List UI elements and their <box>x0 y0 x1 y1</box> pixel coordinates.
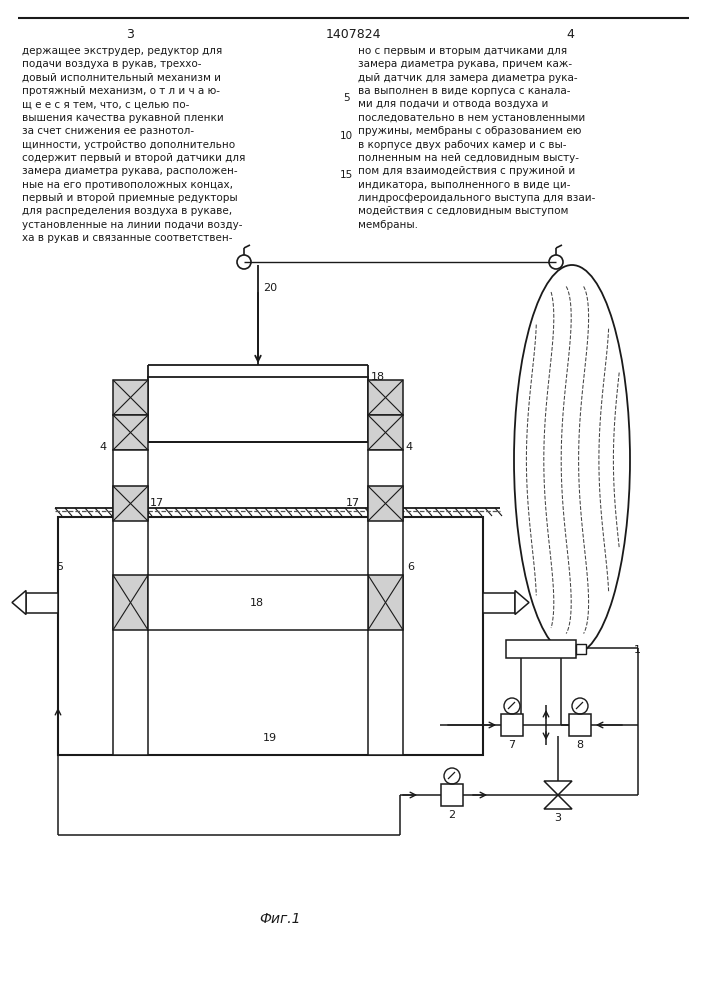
Bar <box>368 415 403 450</box>
Bar <box>506 640 576 658</box>
Text: 4: 4 <box>99 442 106 452</box>
Bar <box>26 592 58 612</box>
Text: 18: 18 <box>250 597 264 607</box>
Polygon shape <box>544 795 572 809</box>
Bar <box>113 450 148 755</box>
Bar <box>441 784 463 806</box>
Bar <box>113 486 148 521</box>
Polygon shape <box>544 781 572 795</box>
Text: 17: 17 <box>150 498 164 508</box>
Bar <box>483 592 515 612</box>
Bar <box>576 644 586 654</box>
Bar <box>113 575 148 630</box>
Text: 3: 3 <box>126 28 134 41</box>
Bar <box>58 517 483 755</box>
Bar <box>368 486 403 521</box>
Text: 4: 4 <box>405 442 412 452</box>
Text: 15: 15 <box>339 170 353 180</box>
Text: 17: 17 <box>346 498 360 508</box>
Text: 8: 8 <box>576 740 583 750</box>
Text: 1407824: 1407824 <box>325 28 381 41</box>
Text: 5: 5 <box>343 93 349 103</box>
Text: держащее экструдер, редуктор для
подачи воздуха в рукав, треххо-
довый исполните: держащее экструдер, редуктор для подачи … <box>22 46 245 243</box>
Text: Фиг.1: Фиг.1 <box>259 912 300 926</box>
Bar <box>368 380 403 415</box>
Text: 3: 3 <box>554 813 561 823</box>
Bar <box>113 380 148 415</box>
Text: 20: 20 <box>263 283 277 293</box>
Bar <box>113 415 148 450</box>
Text: 1: 1 <box>634 645 641 655</box>
Text: 10: 10 <box>339 131 353 141</box>
Text: 6: 6 <box>407 562 414 572</box>
Polygon shape <box>12 590 26 614</box>
Bar <box>569 714 591 736</box>
Bar <box>501 714 523 736</box>
Bar <box>148 377 368 442</box>
Bar <box>368 450 403 755</box>
Text: 19: 19 <box>262 733 276 743</box>
Text: 7: 7 <box>508 740 515 750</box>
Polygon shape <box>515 590 529 614</box>
Bar <box>368 575 403 630</box>
Text: но с первым и вторым датчиками для
замера диаметра рукава, причем каж-
дый датчи: но с первым и вторым датчиками для замер… <box>358 46 595 230</box>
Text: 5: 5 <box>56 562 63 572</box>
Text: 4: 4 <box>566 28 574 41</box>
Bar <box>148 575 368 630</box>
Text: 2: 2 <box>448 810 455 820</box>
Text: 18: 18 <box>371 372 385 382</box>
